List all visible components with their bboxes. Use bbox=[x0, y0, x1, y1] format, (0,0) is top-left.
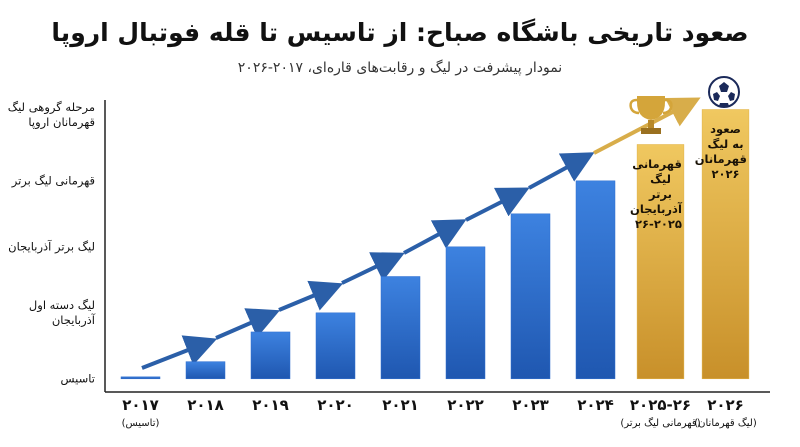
x-tick-label: ۲۰۱۷ bbox=[122, 396, 159, 414]
x-tick-label: ۲۰۲۴ bbox=[577, 396, 614, 414]
bar bbox=[250, 331, 291, 380]
trend-arrow bbox=[141, 335, 218, 370]
bar-label: قهرمانی لیگ برتر آذربایجان ۲۰۲۵-۲۶ bbox=[630, 156, 682, 231]
x-tick-label: ۲۰۲۶ bbox=[707, 396, 744, 414]
trend-arrow bbox=[403, 219, 467, 255]
y-tick-label: لیگ برتر آذربایجان bbox=[8, 239, 95, 254]
trend-arrows bbox=[141, 97, 701, 370]
x-tick-label: ۲۰۲۲ bbox=[447, 396, 484, 414]
bar bbox=[185, 361, 226, 380]
chart-subtitle: نمودار پیشرفت در لیگ و رقابت‌های قاره‌ای… bbox=[237, 60, 563, 76]
y-tick-label: تاسیس bbox=[60, 371, 95, 386]
bar bbox=[575, 180, 616, 380]
x-tick-label: ۲۰۲۱ bbox=[382, 396, 419, 414]
trophy-icon bbox=[629, 96, 673, 134]
trend-arrow bbox=[341, 252, 405, 285]
chart-title: صعود تاریخی باشگاه صباح: از تاسیس تا قله… bbox=[51, 18, 749, 47]
x-tick-label: ۲۰۱۹ bbox=[252, 396, 289, 414]
y-tick-label: قهرمانی لیگ برتر bbox=[11, 173, 95, 188]
x-tick-label: ۲۰۱۸ bbox=[187, 396, 224, 414]
bar bbox=[380, 276, 421, 380]
x-tick-label: ۲۰۲۰ bbox=[317, 396, 354, 414]
x-tick-note: (قهرمانی لیگ برتر) bbox=[620, 418, 701, 429]
x-tick-note: (تاسیس) bbox=[121, 418, 160, 429]
bar-label: صعود به لیگ قهرمانان ۲۰۲۶ bbox=[694, 121, 747, 181]
bar bbox=[636, 144, 685, 380]
bar bbox=[701, 109, 750, 380]
x-tick-note: (لیگ قهرمانان) bbox=[694, 418, 757, 429]
bar bbox=[120, 376, 161, 380]
bar bbox=[445, 246, 486, 380]
trend-arrow bbox=[278, 280, 344, 312]
x-tick-label: ۲۰۲۵-۲۶ bbox=[629, 396, 692, 414]
trend-arrow bbox=[215, 308, 281, 340]
x-tick-label: ۲۰۲۳ bbox=[512, 396, 549, 414]
ball-icon bbox=[708, 76, 740, 108]
trend-arrow bbox=[465, 187, 530, 222]
bar bbox=[315, 312, 356, 380]
y-tick-label: مرحله گروهی لیگ قهرمانان اروپا bbox=[7, 99, 95, 129]
bar bbox=[510, 213, 551, 380]
trend-arrow bbox=[528, 152, 595, 190]
y-tick-label: لیگ دسته اول آذربایجان bbox=[28, 297, 95, 327]
